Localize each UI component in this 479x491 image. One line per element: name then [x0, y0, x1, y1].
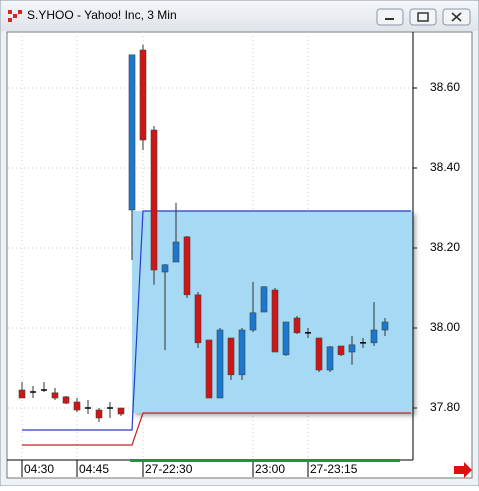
candle-body [18, 389, 26, 399]
candle-body [326, 346, 334, 371]
candle-body [348, 344, 356, 353]
y-tick-label: 38.20 [430, 240, 460, 254]
candle-body [128, 54, 136, 211]
candle-body [205, 339, 213, 399]
candle-body [315, 337, 323, 371]
candle-body [117, 407, 125, 415]
candle-body [51, 392, 59, 399]
y-tick-label: 38.60 [430, 80, 460, 94]
candle-body [249, 312, 257, 331]
candle-body [95, 409, 103, 419]
candle-body [139, 49, 147, 141]
candle-body [381, 321, 389, 331]
y-tick-label: 38.40 [430, 160, 460, 174]
candle-body [227, 337, 235, 376]
candle-body [271, 289, 279, 353]
window-title: S.YHOO - Yahoo! Inc, 3 Min [27, 8, 177, 22]
candle-body [293, 317, 301, 334]
x-tick-label: 04:30 [24, 462, 54, 476]
candle-body [183, 236, 191, 296]
minimize-button[interactable] [376, 8, 404, 26]
candle-body [260, 286, 268, 313]
candle-body [216, 329, 224, 399]
session-bar [130, 459, 400, 462]
candle-body [150, 129, 158, 271]
app-icon [8, 10, 22, 22]
candle-body [238, 329, 246, 376]
close-button[interactable] [442, 8, 471, 26]
x-tick-label: 27-22:30 [145, 462, 193, 476]
x-tick-label: 23:00 [255, 462, 285, 476]
candle-body [337, 345, 345, 356]
candle-body [282, 321, 290, 356]
candle-body [370, 329, 378, 344]
candle-body [194, 294, 202, 344]
candle-body [172, 241, 180, 263]
maximize-button[interactable] [409, 8, 437, 26]
candle-body [73, 401, 81, 411]
x-tick-label: 27-23:15 [310, 462, 358, 476]
x-tick-label: 04:45 [79, 462, 109, 476]
y-tick-label: 38.00 [430, 320, 460, 334]
level-line [22, 412, 411, 446]
candle-body [62, 396, 70, 404]
scroll-arrow[interactable] [454, 462, 472, 478]
level-line [22, 210, 411, 431]
candle-body [161, 264, 169, 273]
y-tick-label: 37.80 [430, 400, 460, 414]
